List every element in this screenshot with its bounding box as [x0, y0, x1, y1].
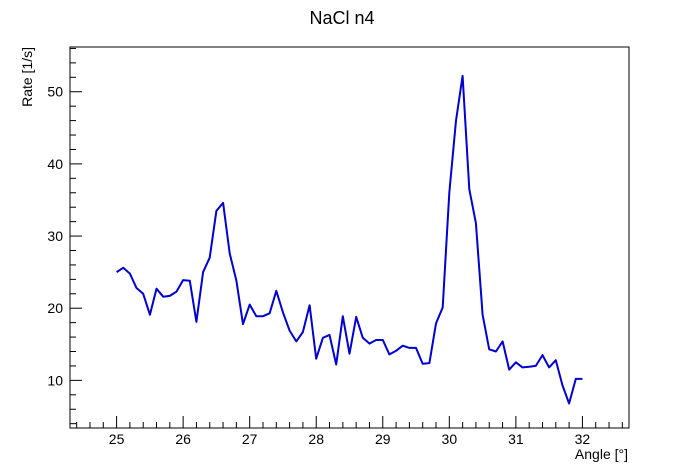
- y-tick-labels: 10 20 30 40 50: [47, 84, 63, 389]
- y-axis-label: Rate [1/s]: [19, 47, 35, 107]
- y-tick-label: 50: [47, 84, 63, 100]
- x-axis-label: Angle [°]: [575, 446, 628, 462]
- y-tick-label: 30: [47, 228, 63, 244]
- chart-title: NaCl n4: [309, 8, 374, 28]
- x-tick-label: 32: [575, 431, 591, 447]
- x-tick-label: 27: [242, 431, 258, 447]
- y-tick-label: 10: [47, 372, 63, 388]
- series-line: [116, 74, 583, 405]
- x-tick-label: 29: [375, 431, 391, 447]
- x-tick-label: 30: [442, 431, 458, 447]
- plot-frame: [69, 46, 630, 429]
- x-tick-label: 25: [109, 431, 125, 447]
- x-tick-label: 26: [175, 431, 191, 447]
- axis-ticks: [70, 47, 623, 428]
- x-tick-label: 28: [308, 431, 324, 447]
- y-tick-label: 20: [47, 300, 63, 316]
- x-tick-label: 31: [508, 431, 524, 447]
- x-tick-labels: 25 26 27 28 29 30 31 32: [109, 431, 591, 447]
- y-tick-label: 40: [47, 156, 63, 172]
